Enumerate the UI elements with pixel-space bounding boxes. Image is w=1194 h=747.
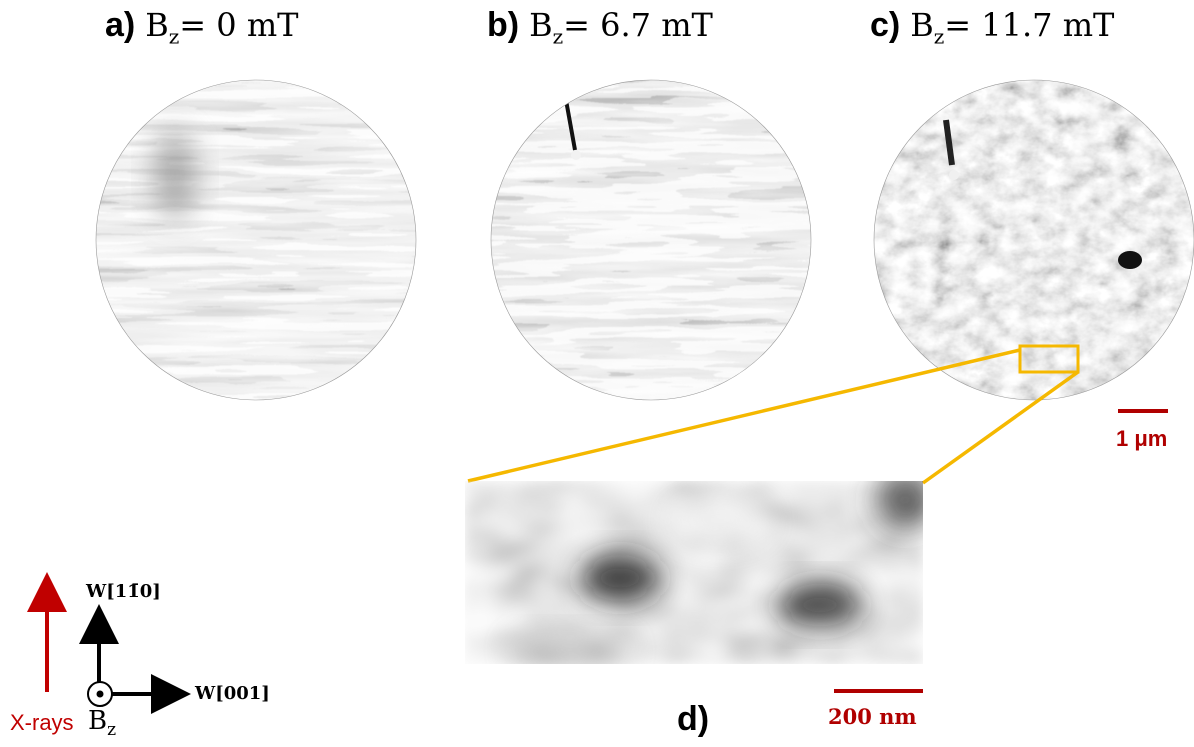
zoom-connector-right — [921, 370, 1080, 485]
panel-b-label: b) Bz= 6.7 mT — [487, 6, 713, 48]
horizontal-axis-label: W[001] — [195, 683, 270, 704]
panel-c-field-value: = 11.7 mT — [944, 6, 1115, 44]
panel-b-field: Bz= 6.7 mT — [529, 6, 713, 48]
vertical-axis-label: W[11̄0] — [86, 581, 161, 602]
scalebar-main-label: 1 μm — [1116, 426, 1168, 451]
panel-b-field-value: = 6.7 mT — [563, 6, 713, 44]
panel-a-field-value: = 0 mT — [179, 6, 299, 44]
panel-b-field-sub: z — [552, 24, 564, 49]
panel-c-field-base: B — [910, 6, 934, 44]
xrays-label: X-rays — [10, 710, 74, 735]
zoom-indicator — [467, 344, 1080, 485]
panel-c-letter: c) — [870, 6, 901, 44]
panel-a-field-sub: z — [168, 24, 180, 49]
field-axis-label: Bz — [88, 706, 116, 740]
panel-a-field: Bz= 0 mT — [145, 6, 299, 48]
panel-c-field-sub: z — [933, 24, 945, 49]
panel-c-label: c) Bz= 11.7 mT — [870, 6, 1114, 48]
panel-b-letter: b) — [487, 6, 520, 44]
panel-b-image — [490, 79, 812, 401]
panel-a-letter: a) — [105, 6, 136, 44]
panel-d-image — [465, 481, 923, 664]
panel-c-field: Bz= 11.7 mT — [910, 6, 1115, 48]
panel-b-field-base: B — [529, 6, 553, 44]
panel-d-label: d) — [677, 700, 710, 738]
zoom-region-box — [1018, 344, 1080, 374]
scalebar-zoom-label: 200 nm — [828, 704, 917, 729]
axes-diagram — [26, 572, 191, 714]
panel-c-image — [873, 79, 1194, 401]
panel-a-label: a) Bz= 0 mT — [105, 6, 299, 48]
panel-a-image — [95, 79, 417, 401]
field-axis-sub: z — [107, 720, 117, 741]
field-axis-base: B — [88, 706, 108, 736]
panel-a-field-base: B — [145, 6, 169, 44]
zoom-connector-left — [467, 348, 1021, 483]
